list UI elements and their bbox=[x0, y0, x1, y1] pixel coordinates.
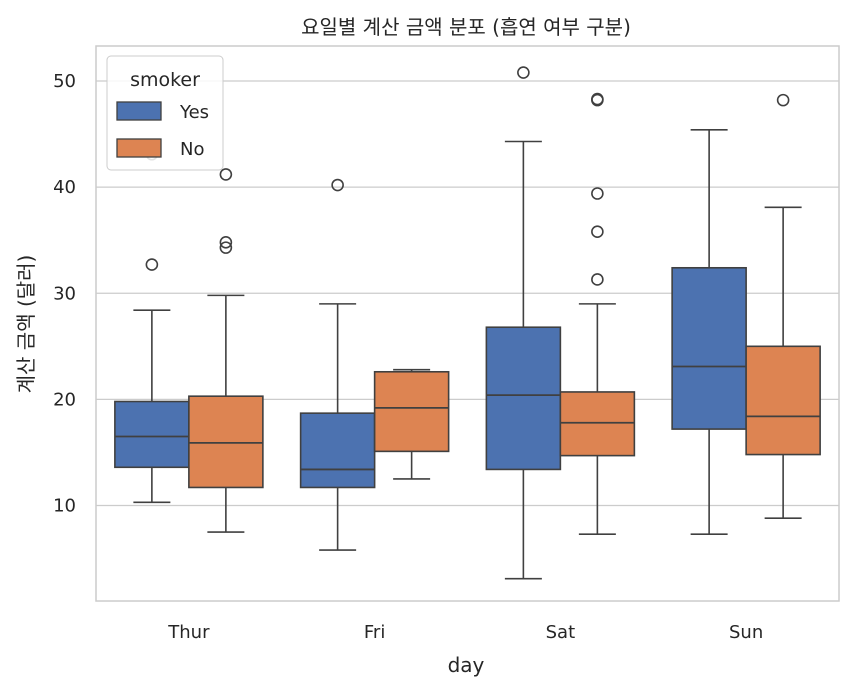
boxes bbox=[114, 66, 821, 580]
legend-title: smoker bbox=[130, 69, 200, 91]
outlier-point bbox=[331, 178, 344, 192]
box-no-fri bbox=[373, 368, 450, 480]
y-axis-label: 계산 금액 (달러) bbox=[14, 255, 38, 394]
box-no-sat bbox=[559, 92, 636, 535]
box-yes-sun bbox=[671, 129, 747, 535]
y-tick-30: 30 bbox=[53, 283, 76, 304]
box-body bbox=[299, 412, 376, 489]
x-axis-label: day bbox=[448, 653, 485, 677]
legend: smoker Yes No bbox=[106, 55, 224, 171]
y-tick-50: 50 bbox=[53, 71, 76, 92]
x-tick-labels: Thur Fri Sat Sun bbox=[167, 622, 763, 643]
box-body bbox=[373, 370, 450, 453]
outlier-point bbox=[591, 92, 604, 106]
outlier-point bbox=[219, 236, 233, 249]
box-body bbox=[745, 345, 821, 456]
y-tick-10: 10 bbox=[53, 495, 76, 516]
legend-swatch-no bbox=[116, 138, 162, 158]
box-body bbox=[485, 326, 562, 471]
x-tick-sun: Sun bbox=[729, 622, 763, 643]
box-no-thur bbox=[188, 168, 264, 533]
outlier-point bbox=[145, 258, 159, 271]
outlier-point bbox=[219, 241, 233, 254]
box-no-sun bbox=[745, 93, 821, 520]
y-tick-20: 20 bbox=[53, 389, 76, 410]
box-body bbox=[671, 266, 747, 430]
box-yes-thur bbox=[114, 147, 190, 504]
box-body bbox=[559, 391, 636, 457]
chart-title: 요일별 계산 금액 분포 (흡연 여부 구분) bbox=[301, 15, 631, 39]
outlier-point bbox=[591, 187, 604, 200]
y-tick-40: 40 bbox=[53, 177, 76, 198]
legend-label-no: No bbox=[180, 139, 204, 160]
box-yes-sat bbox=[485, 66, 562, 580]
outlier-point bbox=[219, 168, 233, 181]
x-tick-fri: Fri bbox=[364, 622, 385, 643]
outlier-point bbox=[776, 93, 790, 107]
outlier-point bbox=[591, 225, 604, 239]
outlier-point bbox=[517, 66, 530, 79]
x-tick-sat: Sat bbox=[546, 622, 576, 643]
legend-label-yes: Yes bbox=[179, 102, 209, 123]
y-tick-labels: 10 20 30 40 50 bbox=[53, 71, 76, 516]
x-tick-thur: Thur bbox=[167, 622, 210, 643]
legend-swatch-yes bbox=[116, 101, 162, 121]
box-body bbox=[188, 395, 264, 489]
outlier-point bbox=[591, 273, 604, 286]
box-body bbox=[114, 400, 190, 469]
